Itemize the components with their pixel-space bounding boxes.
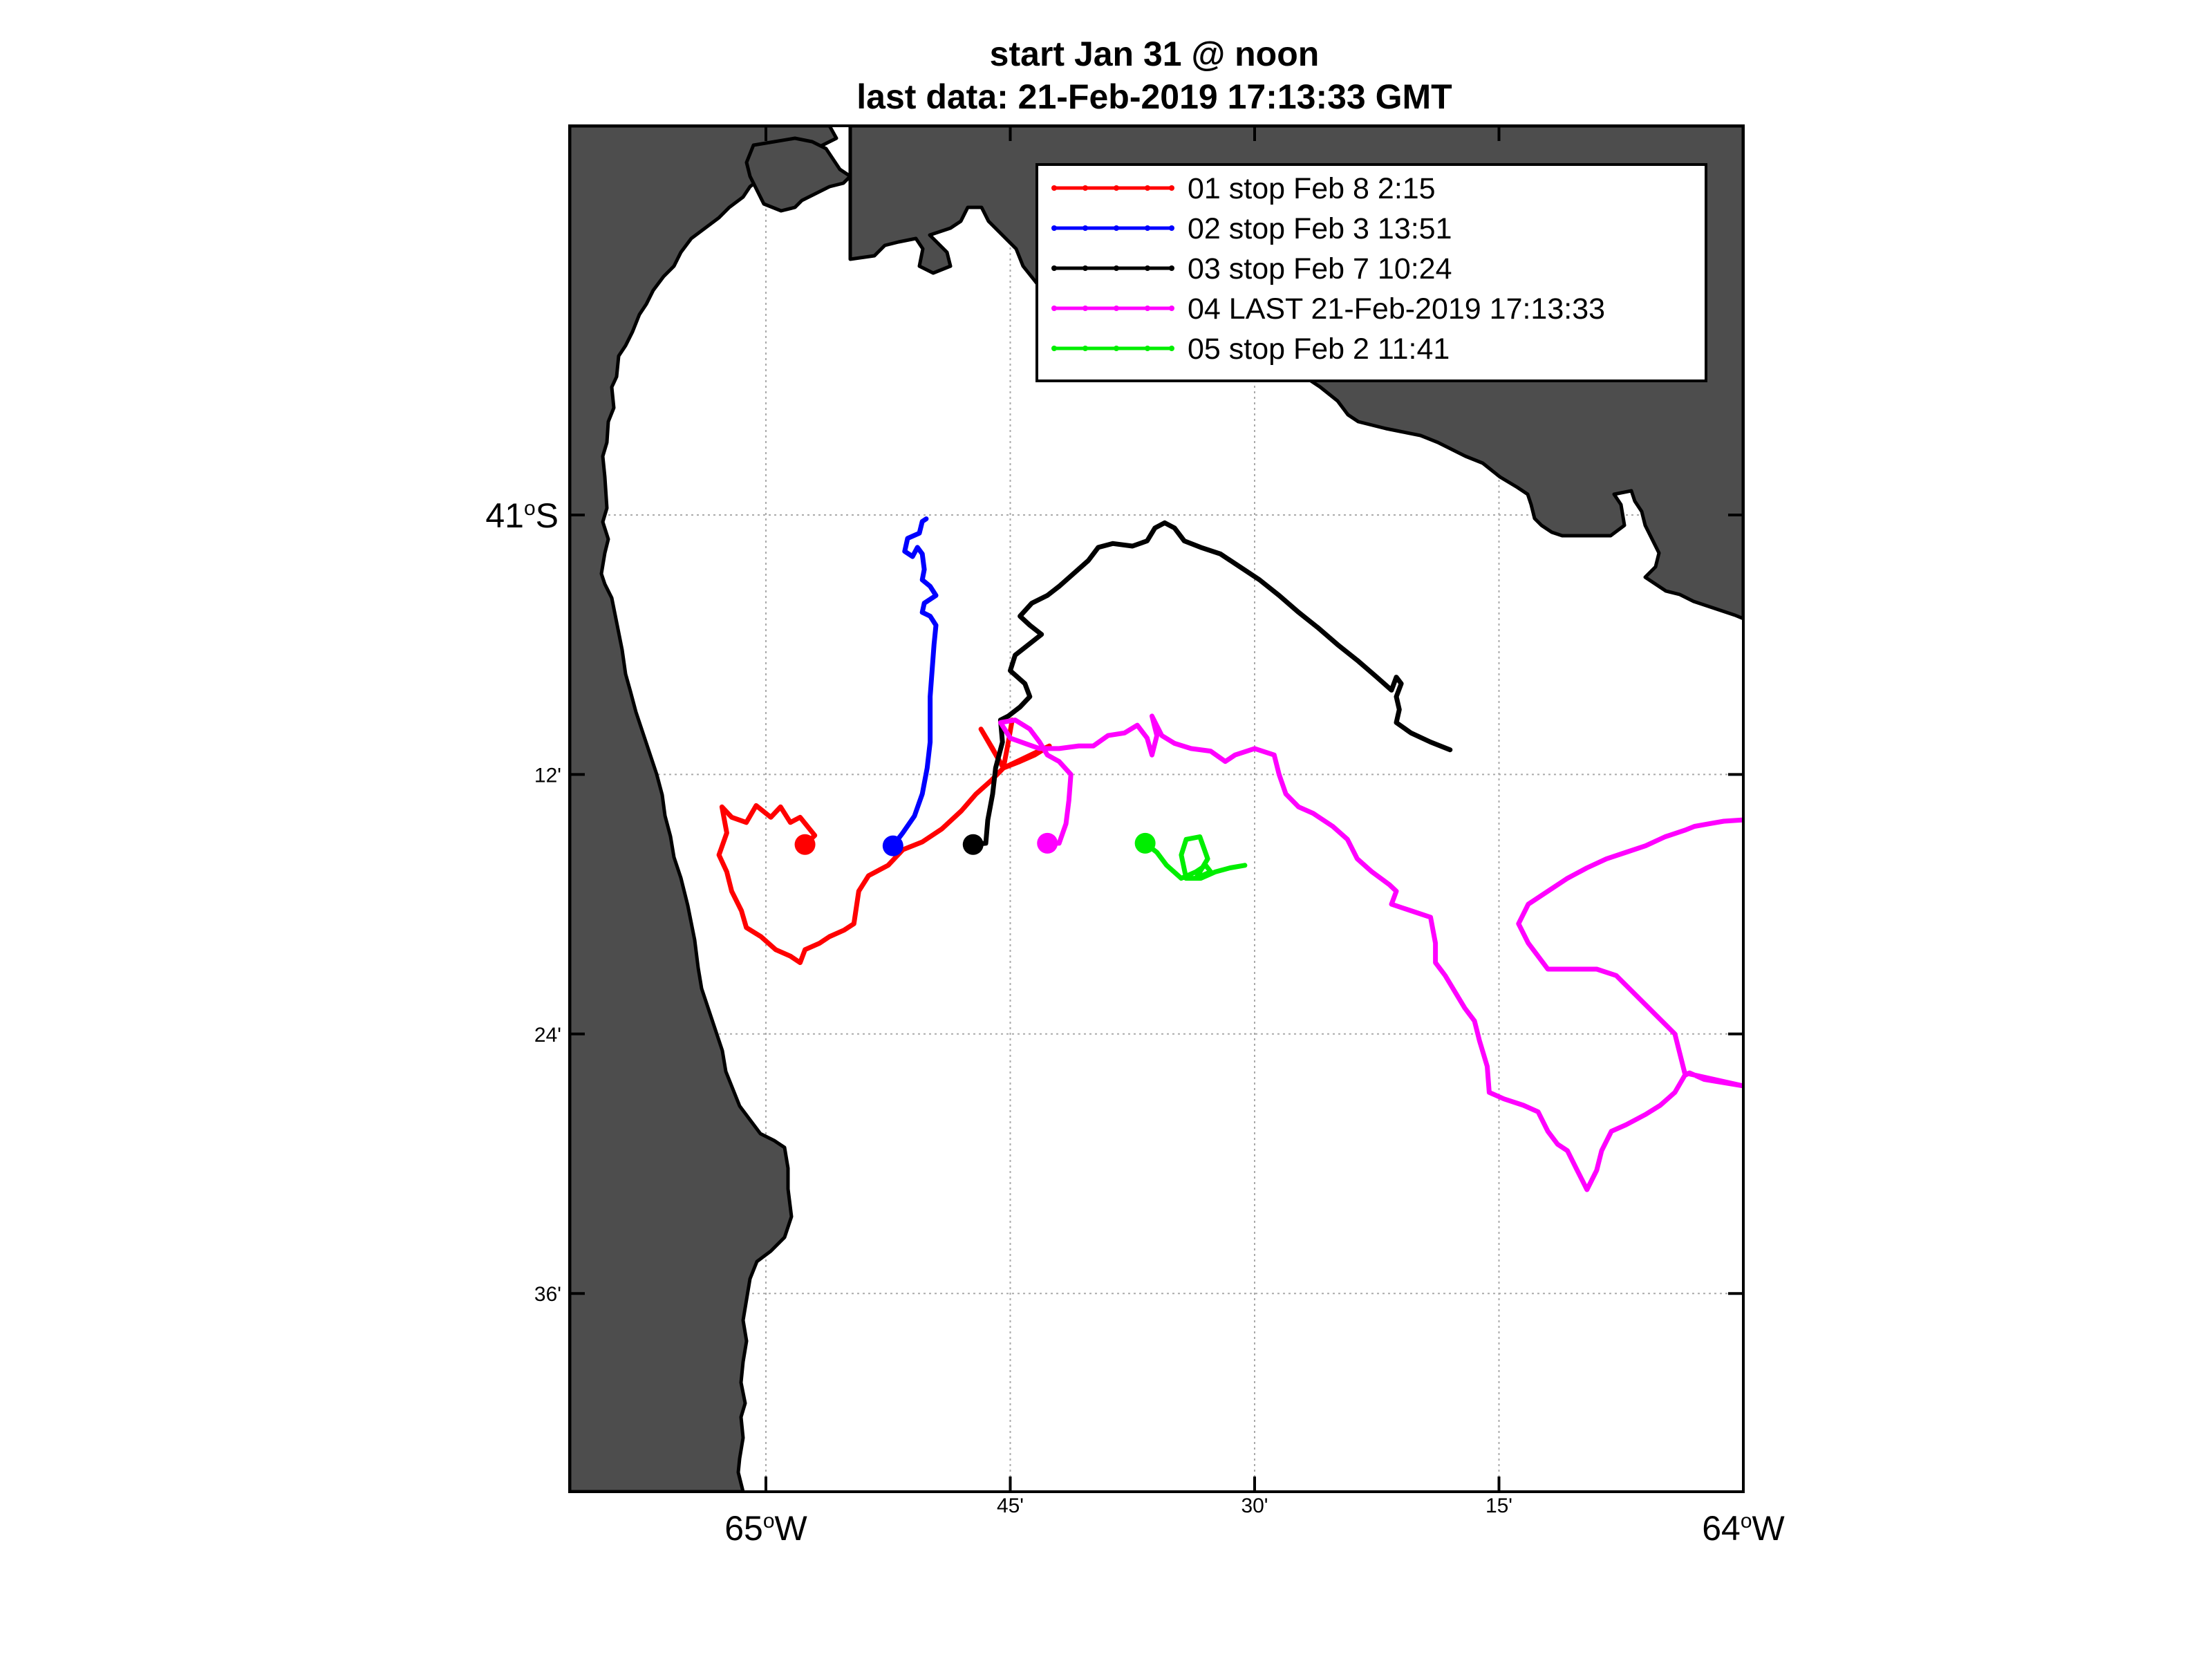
legend-swatch-dot-5-2 bbox=[1114, 346, 1119, 351]
y-tick-label-3: 24' bbox=[534, 1024, 561, 1047]
legend-swatch-dot-2-4 bbox=[1169, 225, 1174, 231]
legend-swatch-dot-3-2 bbox=[1114, 265, 1119, 271]
track-start-marker-5 bbox=[1134, 832, 1156, 854]
x-tick-label-0: 65oW bbox=[724, 1509, 807, 1548]
title-line-2: last data: 21-Feb-2019 17:13:33 GMT bbox=[856, 77, 1452, 116]
track-line-5 bbox=[1143, 834, 1248, 881]
legend-swatch-dot-3-1 bbox=[1082, 265, 1088, 271]
legend-label-1: 01 stop Feb 8 2:15 bbox=[1188, 172, 1436, 205]
legend-swatch-dot-5-4 bbox=[1169, 346, 1174, 351]
legend-swatch-dot-3-3 bbox=[1145, 265, 1150, 271]
track-start-marker-3 bbox=[962, 834, 984, 855]
legend-swatch-dot-4-2 bbox=[1114, 306, 1119, 311]
legend: 01 stop Feb 8 2:15 02 stop Feb 3 13:51 03 … bbox=[1035, 163, 1707, 382]
drifter-tracks bbox=[716, 516, 1743, 1192]
legend-swatch-dot-4-1 bbox=[1082, 306, 1088, 311]
track-line-2 bbox=[890, 516, 939, 849]
y-tick-label-1: 41oS bbox=[485, 496, 559, 535]
legend-swatch-dot-5-3 bbox=[1145, 346, 1150, 351]
track-line-1 bbox=[716, 718, 1052, 966]
x-tick-label-4: 64oW bbox=[1702, 1509, 1785, 1548]
legend-swatch-dot-3-0 bbox=[1051, 265, 1057, 271]
land-west-coast bbox=[570, 126, 838, 1492]
axes-frame bbox=[568, 124, 1745, 1493]
legend-swatch-dot-5-1 bbox=[1082, 346, 1088, 351]
legend-swatch-dot-4-4 bbox=[1169, 306, 1174, 311]
track-start-marker-2 bbox=[882, 835, 903, 856]
title-line-1: start Jan 31 @ noon bbox=[990, 35, 1320, 73]
x-tick-label-1: 45' bbox=[997, 1494, 1024, 1517]
legend-swatch-dot-2-2 bbox=[1114, 225, 1119, 231]
land-bay-islands bbox=[744, 136, 852, 213]
legend-box bbox=[1035, 163, 1707, 382]
legend-swatch-dot-5-0 bbox=[1051, 346, 1057, 351]
legend-label-3: 03 stop Feb 7 10:24 bbox=[1188, 252, 1452, 285]
legend-swatch-dot-1-4 bbox=[1169, 185, 1174, 191]
legend-swatch-dot-4-3 bbox=[1145, 306, 1150, 311]
y-tick-label-4: 36' bbox=[534, 1283, 561, 1306]
legend-swatch-dot-1-3 bbox=[1145, 185, 1150, 191]
legend-swatch-dot-1-1 bbox=[1082, 185, 1088, 191]
track-start-marker-1 bbox=[794, 834, 816, 855]
x-tick-label-3: 15' bbox=[1485, 1494, 1512, 1517]
x-tick-label-2: 30' bbox=[1241, 1494, 1268, 1517]
legend-label-2: 02 stop Feb 3 13:51 bbox=[1188, 212, 1452, 245]
legend-swatch-dot-3-4 bbox=[1169, 265, 1174, 271]
y-tick-label-2: 12' bbox=[534, 764, 561, 787]
legend-swatch-dot-2-3 bbox=[1145, 225, 1150, 231]
legend-swatch-dot-2-1 bbox=[1082, 225, 1088, 231]
legend-label-5: 05 stop Feb 2 11:41 bbox=[1188, 332, 1450, 366]
legend-swatch-dot-1-0 bbox=[1051, 185, 1057, 191]
legend-swatch-dot-2-0 bbox=[1051, 225, 1057, 231]
legend-swatch-dot-4-0 bbox=[1051, 306, 1057, 311]
legend-entries: 01 stop Feb 8 2:15 02 stop Feb 3 13:51 03 … bbox=[1051, 172, 1605, 366]
track-line-3 bbox=[971, 520, 1453, 847]
legend-swatch-dot-1-2 bbox=[1114, 185, 1119, 191]
track-start-marker-4 bbox=[1037, 832, 1058, 854]
track-line-4 bbox=[997, 713, 1743, 1192]
legend-label-4: 04 LAST 21-Feb-2019 17:13:33 bbox=[1188, 292, 1605, 326]
